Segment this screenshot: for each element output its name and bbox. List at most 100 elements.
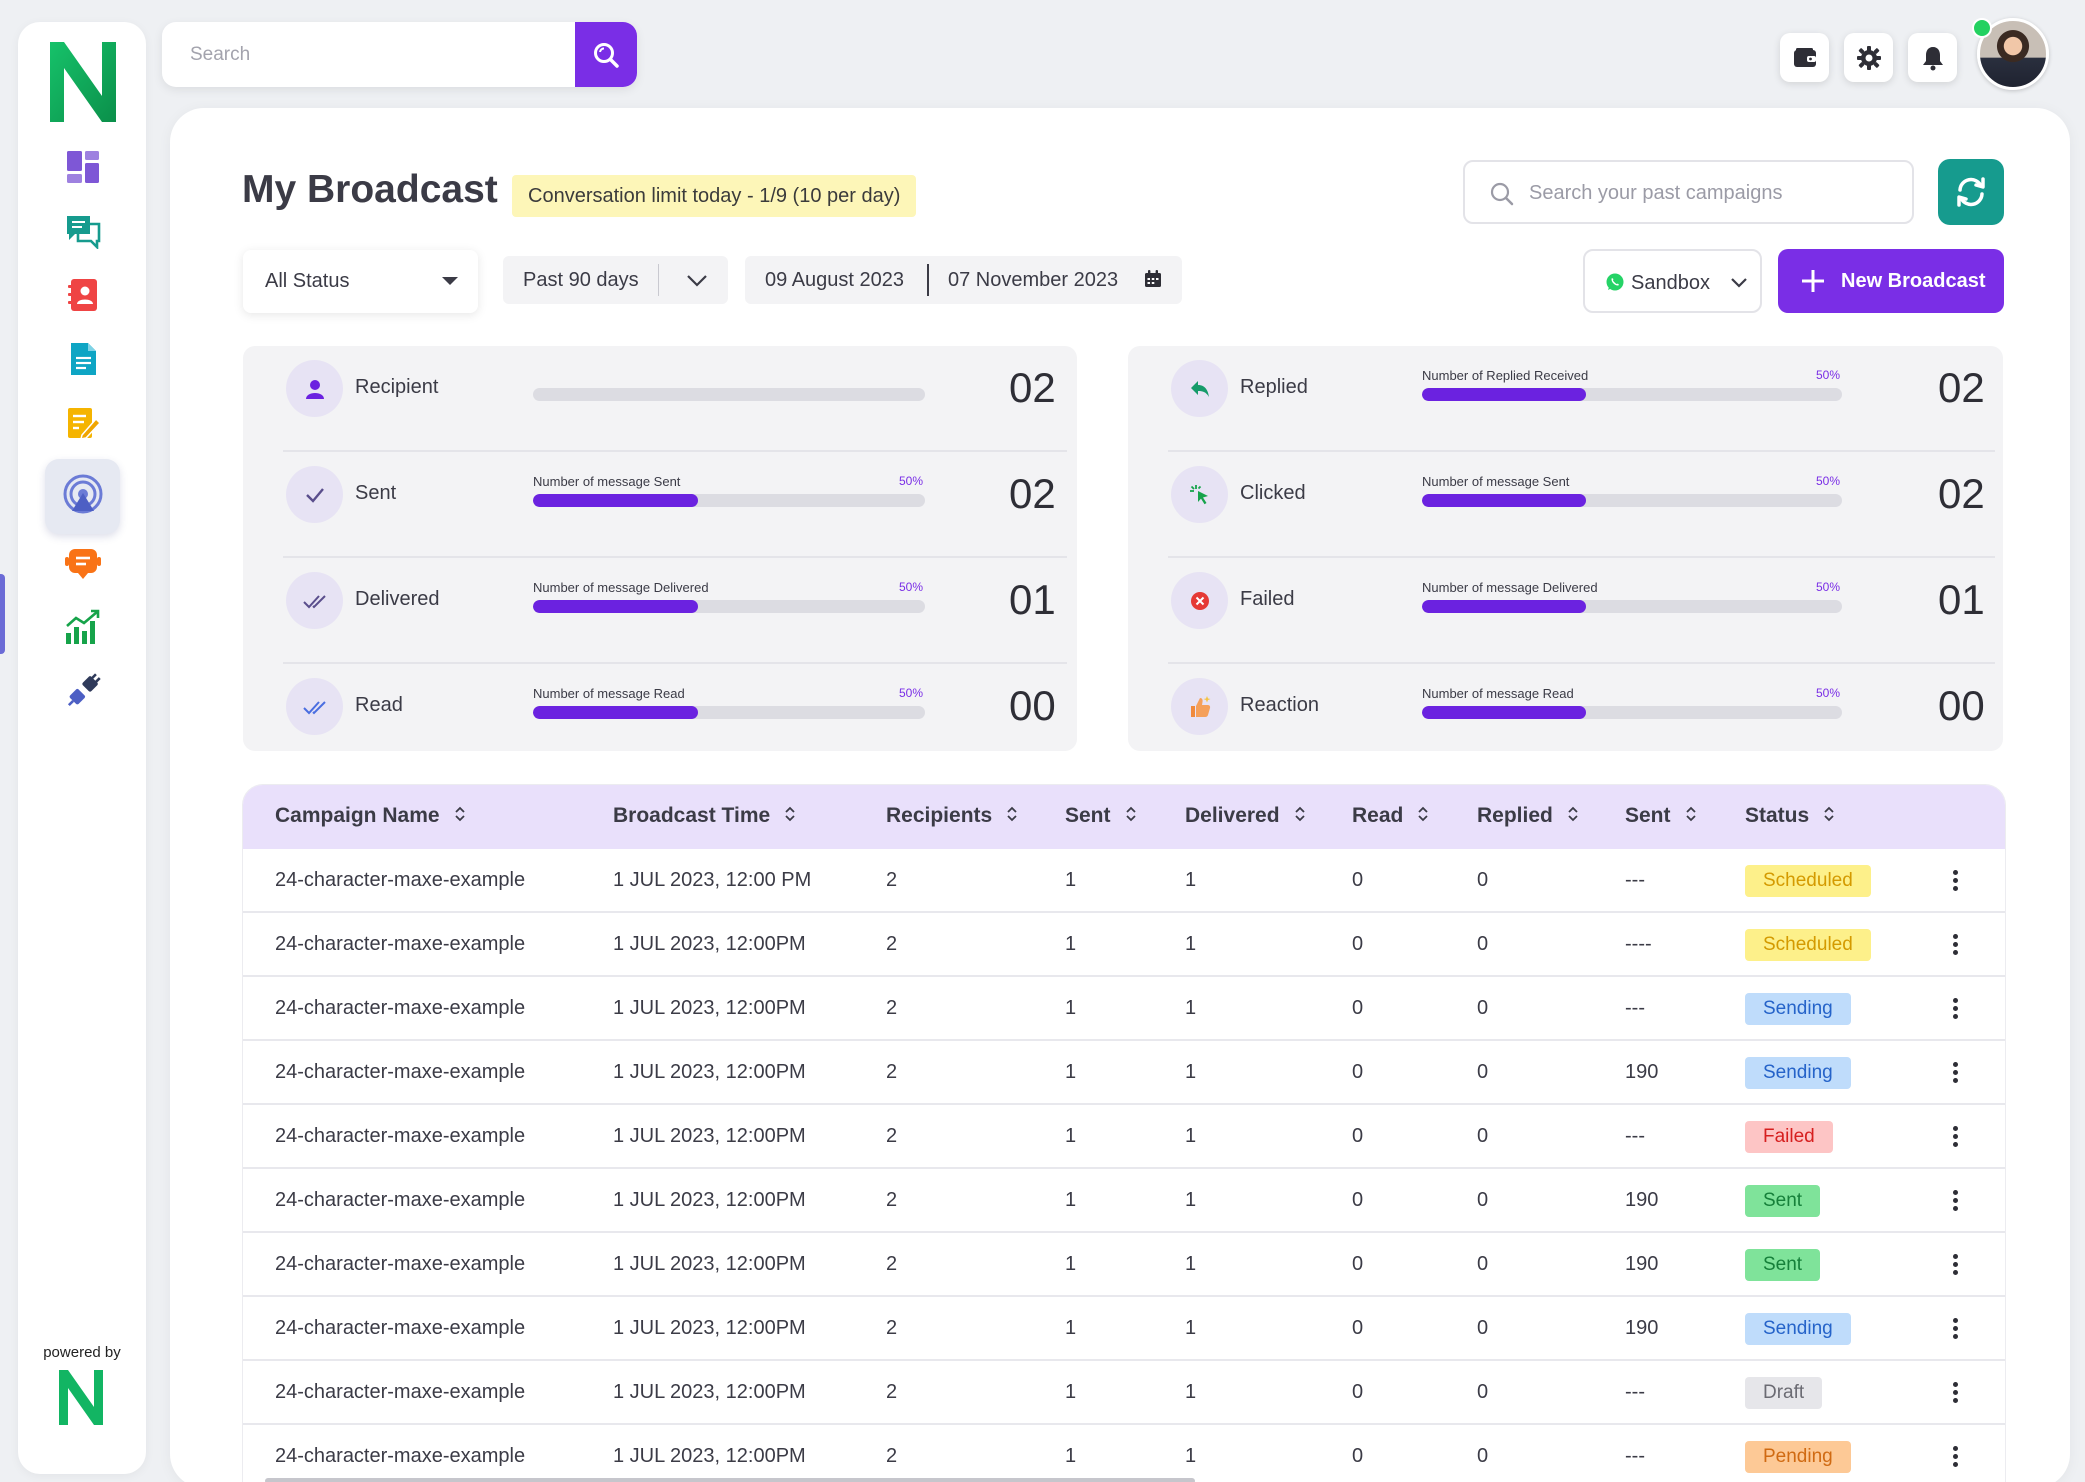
table-row[interactable]: 24-character-maxe-example 1 JUL 2023, 12:…: [243, 849, 2005, 913]
column-header[interactable]: Recipients: [886, 804, 1018, 828]
sort-icon: [1006, 804, 1018, 828]
cell-sent2: ---: [1625, 869, 1645, 891]
column-header[interactable]: Broadcast Time: [613, 804, 796, 828]
sort-icon: [1685, 804, 1697, 828]
sort-icon: [1823, 804, 1835, 828]
column-header[interactable]: Campaign Name: [275, 804, 466, 828]
sidebar-item-chatbot[interactable]: [45, 528, 120, 603]
refresh-icon: [1957, 177, 1985, 207]
column-header[interactable]: Status: [1745, 804, 1835, 828]
row-menu-icon[interactable]: [1949, 1187, 1961, 1215]
stat-value: 00: [1009, 682, 1056, 729]
settings-button[interactable]: [1844, 33, 1893, 82]
cell-sent2: 190: [1625, 1317, 1659, 1339]
cell-time: 1 JUL 2023, 12:00PM: [613, 997, 806, 1019]
status-badge: Draft: [1745, 1377, 1823, 1409]
column-header[interactable]: Sent: [1625, 804, 1697, 828]
status-badge: Sent: [1745, 1249, 1821, 1281]
column-header[interactable]: Replied: [1477, 804, 1579, 828]
cell-replied: 0: [1477, 869, 1489, 891]
horizontal-scrollbar[interactable]: [265, 1478, 1195, 1482]
cell-sent: 1: [1065, 997, 1077, 1019]
row-menu-icon[interactable]: [1949, 1123, 1961, 1151]
global-search-button[interactable]: [575, 22, 637, 87]
row-menu-icon[interactable]: [1949, 1379, 1961, 1407]
status-filter-select[interactable]: All Status: [243, 250, 478, 313]
column-header-label: Sent: [1625, 804, 1671, 827]
column-header-label: Broadcast Time: [613, 804, 771, 827]
row-menu-icon[interactable]: [1949, 1315, 1961, 1343]
cell-replied: 0: [1477, 1189, 1489, 1211]
row-menu-icon[interactable]: [1949, 1059, 1961, 1087]
notifications-button[interactable]: [1908, 33, 1957, 82]
cell-sent2: 190: [1625, 1189, 1659, 1211]
search-icon: [1490, 182, 1514, 206]
date-to: 07 November 2023: [948, 269, 1119, 291]
table-row[interactable]: 24-character-maxe-example 1 JUL 2023, 12:…: [243, 1169, 2005, 1233]
cell-time: 1 JUL 2023, 12:00PM: [613, 1445, 806, 1467]
stat-divider: [1168, 450, 1995, 452]
row-menu-icon[interactable]: [1949, 995, 1961, 1023]
cell-delivered: 1: [1185, 1445, 1197, 1467]
stat-percent: 50%: [1816, 580, 1841, 594]
column-header[interactable]: Sent: [1065, 804, 1137, 828]
calendar-icon: [1145, 270, 1161, 287]
cell-read: 0: [1352, 933, 1364, 955]
stat-value: 02: [1938, 470, 1985, 517]
sidebar-item-chat[interactable]: [45, 196, 120, 271]
cell-read: 0: [1352, 1125, 1364, 1147]
sidebar-item-integration-plug[interactable]: [45, 656, 120, 731]
cell-delivered: 1: [1185, 1189, 1197, 1211]
column-header[interactable]: Delivered: [1185, 804, 1306, 828]
row-menu-icon[interactable]: [1949, 931, 1961, 959]
refresh-button[interactable]: [1938, 159, 2004, 225]
cell-sent: 1: [1065, 1381, 1077, 1403]
sidebar-item-broadcast[interactable]: [45, 459, 120, 534]
table-row[interactable]: 24-character-maxe-example 1 JUL 2023, 12:…: [243, 977, 2005, 1041]
whatsapp-icon: [1606, 273, 1624, 291]
new-broadcast-button[interactable]: New Broadcast: [1778, 249, 2004, 313]
date-range-picker[interactable]: 09 August 2023 07 November 2023: [745, 256, 1182, 304]
sidebar-item-analytics[interactable]: [45, 592, 120, 667]
table-row[interactable]: 24-character-maxe-example 1 JUL 2023, 12:…: [243, 1233, 2005, 1297]
cell-delivered: 1: [1185, 1317, 1197, 1339]
campaign-search-input[interactable]: [1529, 178, 1899, 208]
table-row[interactable]: 24-character-maxe-example 1 JUL 2023, 12:…: [243, 1361, 2005, 1425]
row-menu-icon[interactable]: [1949, 1251, 1961, 1279]
sidebar-item-dashboard[interactable]: [45, 132, 120, 207]
table-row[interactable]: 24-character-maxe-example 1 JUL 2023, 12:…: [243, 1105, 2005, 1169]
document-icon: [68, 341, 98, 382]
stat-label: Replied: [1240, 376, 1308, 398]
conversation-limit-badge: Conversation limit today - 1/9 (10 per d…: [512, 175, 917, 217]
sidebar-item-template-edit[interactable]: [45, 388, 120, 463]
check-icon: [286, 466, 343, 523]
table-row[interactable]: 24-character-maxe-example 1 JUL 2023, 12:…: [243, 1041, 2005, 1105]
cell-name: 24-character-maxe-example: [275, 1253, 526, 1275]
row-menu-icon[interactable]: [1949, 1443, 1961, 1471]
column-header[interactable]: Read: [1352, 804, 1429, 828]
cell-delivered: 1: [1185, 933, 1197, 955]
wallet-icon: [1793, 47, 1816, 67]
progress-fill: [533, 494, 698, 507]
progress-fill: [1422, 388, 1586, 401]
sidebar-item-contacts[interactable]: [45, 260, 120, 335]
table-header: Campaign Name Broadcast Time Recipients Sen…: [243, 785, 2005, 849]
cell-recipients: 2: [886, 997, 898, 1019]
column-header-label: Delivered: [1185, 804, 1280, 827]
cell-replied: 0: [1477, 1317, 1489, 1339]
cell-sent2: ---: [1625, 997, 1645, 1019]
table-row[interactable]: 24-character-maxe-example 1 JUL 2023, 12:…: [243, 913, 2005, 977]
online-status-dot: [1972, 18, 1992, 38]
cell-delivered: 1: [1185, 1125, 1197, 1147]
table-row[interactable]: 24-character-maxe-example 1 JUL 2023, 12:…: [243, 1297, 2005, 1361]
range-filter-select[interactable]: Past 90 days: [503, 256, 728, 304]
cell-time: 1 JUL 2023, 12:00PM: [613, 1253, 806, 1275]
broadcast-icon: [62, 473, 104, 520]
sidebar-item-document[interactable]: [45, 324, 120, 399]
sandbox-select[interactable]: Sandbox: [1583, 249, 1762, 313]
table-row[interactable]: 24-character-maxe-example 1 JUL 2023, 12:…: [243, 1425, 2005, 1482]
cell-name: 24-character-maxe-example: [275, 1189, 526, 1211]
row-menu-icon[interactable]: [1949, 867, 1961, 895]
wallet-button[interactable]: [1780, 33, 1829, 82]
global-search-input[interactable]: [190, 40, 570, 70]
